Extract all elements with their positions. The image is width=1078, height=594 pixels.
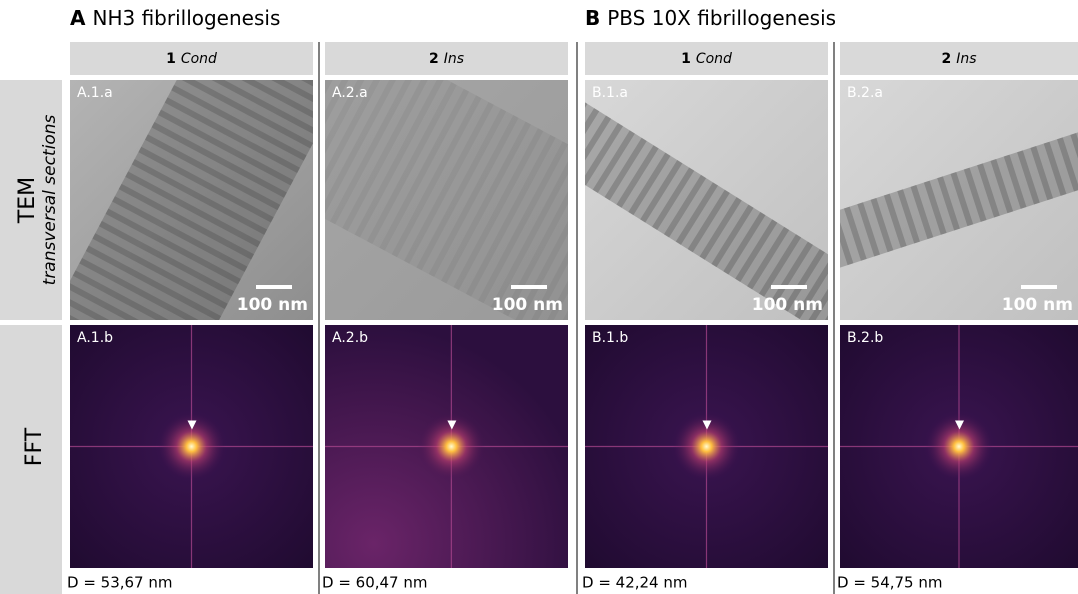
column-name: Ins: [956, 51, 976, 67]
distance-label: D = 60,47 nm: [322, 574, 427, 592]
panel-label: A.1.b: [77, 330, 113, 346]
row-label: TEM: [15, 177, 40, 224]
distance-label: D = 53,67 nm: [67, 574, 172, 592]
group-name: PBS 10X fibrillogenesis: [607, 6, 836, 30]
scale-bar-label: 100 nm: [237, 295, 308, 315]
column-header: 2 Ins: [429, 51, 464, 67]
group-letter: B: [585, 6, 600, 30]
column-name: Cond: [181, 51, 217, 67]
page: {"groups": [ {"letter": "A", "title": "N…: [0, 0, 1078, 594]
panel-label: B.1.a: [592, 85, 628, 101]
column-header: 1 Cond: [166, 51, 217, 67]
panel-label: B.1.b: [592, 330, 628, 346]
group-letter: A: [70, 6, 86, 30]
distance-label: D = 54,75 nm: [837, 574, 942, 592]
column-header: 2 Ins: [941, 51, 976, 67]
column-number: 2: [941, 51, 951, 67]
group-title: B PBS 10X fibrillogenesis: [585, 6, 836, 30]
panel-label: B.2.b: [847, 330, 883, 346]
scale-bar: [256, 285, 292, 289]
column-number: 1: [681, 51, 691, 67]
group-name: NH3 fibrillogenesis: [92, 6, 280, 30]
column-number: 1: [166, 51, 176, 67]
scale-bar-label: 100 nm: [1002, 295, 1073, 315]
distance-label: D = 42,24 nm: [582, 574, 687, 592]
scale-bar: [1021, 285, 1057, 289]
scale-bar-label: 100 nm: [752, 295, 823, 315]
panel-label: A.2.b: [332, 330, 368, 346]
figure: TEM transversal sections FFT ANH3 fibril…: [0, 0, 1078, 594]
scale-bar: [511, 285, 547, 289]
scale-bar-label: 100 nm: [492, 295, 563, 315]
column-header: 1 Cond: [681, 51, 732, 67]
row-sublabel: transversal sections: [40, 115, 60, 286]
panel-label: A.1.a: [77, 85, 113, 101]
panel-label: A.2.a: [332, 85, 368, 101]
column-name: Cond: [696, 51, 732, 67]
column-number: 2: [429, 51, 439, 67]
scale-bar: [771, 285, 807, 289]
column-name: Ins: [444, 51, 464, 67]
row-label: FFT: [22, 427, 47, 466]
panel-label: B.2.a: [847, 85, 883, 101]
